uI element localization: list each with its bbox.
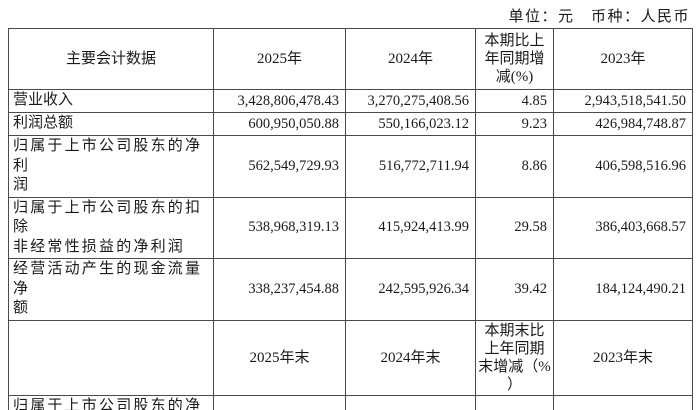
- value-2024: 3,353,958,980.29: [345, 394, 476, 410]
- row-net-assets-attributable: 归属于上市公司股东的净资 产 4,186,318,066.53 3,353,95…: [8, 394, 693, 410]
- row-label: 归属于上市公司股东的净资 产: [8, 394, 214, 410]
- header-2025: 2025年: [213, 28, 346, 90]
- value-2023: 2,943,518,541.50: [553, 89, 693, 113]
- value-change-pct: 9.23: [475, 112, 554, 136]
- value-change-pct: 4.85: [475, 89, 554, 113]
- row-operating-revenue: 营业收入 3,428,806,478.43 3,270,275,408.56 4…: [8, 89, 693, 113]
- value-2023: 406,598,516.96: [553, 135, 693, 198]
- row-net-operating-cash-flow: 经营活动产生的现金流量净 额 338,237,454.88 242,595,92…: [8, 258, 693, 321]
- header-2024-yearend: 2024年末: [345, 319, 476, 396]
- unit-currency-note: 单位：元 币种：人民币: [508, 9, 690, 25]
- value-2025: 4,186,318,066.53: [213, 394, 346, 410]
- row-label: 营业收入: [8, 89, 214, 113]
- value-2025: 3,428,806,478.43: [213, 89, 346, 113]
- section2-header-row: 2025年末 2024年末 本期末比 上年同期 末增减（% ） 2023年末: [8, 319, 693, 396]
- header-2023: 2023年: [553, 28, 693, 90]
- value-2025: 562,549,729.93: [213, 135, 346, 198]
- value-change-pct: 39.42: [475, 258, 554, 321]
- section1-header-row: 主要会计数据 2025年 2024年 本期比上 年同期增 减(%) 2023年: [8, 28, 693, 90]
- row-net-profit-attributable: 归属于上市公司股东的净利 润 562,549,729.93 516,772,71…: [8, 135, 693, 198]
- value-2024: 242,595,926.34: [345, 258, 476, 321]
- header-yearend-change-pct: 本期末比 上年同期 末增减（% ）: [475, 319, 554, 396]
- header-blank: [8, 319, 214, 396]
- header-2024: 2024年: [345, 28, 476, 90]
- value-2025: 338,237,454.88: [213, 258, 346, 321]
- value-2024: 550,166,023.12: [345, 112, 476, 136]
- value-2023: 386,403,668.57: [553, 196, 693, 259]
- row-label: 经营活动产生的现金流量净 额: [8, 258, 214, 321]
- row-total-profit: 利润总额 600,950,050.88 550,166,023.12 9.23 …: [8, 112, 693, 136]
- value-2025: 538,968,319.13: [213, 196, 346, 259]
- value-change-pct: 24.82: [475, 394, 554, 410]
- row-label: 利润总额: [8, 112, 214, 136]
- value-2024: 516,772,711.94: [345, 135, 476, 198]
- value-2024: 3,270,275,408.56: [345, 89, 476, 113]
- header-2023-yearend: 2023年末: [553, 319, 693, 396]
- row-net-profit-excl-nonrecurring: 归属于上市公司股东的扣除 非经常性损益的净利润 538,968,319.13 4…: [8, 196, 693, 259]
- value-2023: 426,984,748.87: [553, 112, 693, 136]
- header-2025-yearend: 2025年末: [213, 319, 346, 396]
- value-change-pct: 29.58: [475, 196, 554, 259]
- value-2023: 184,124,490.21: [553, 258, 693, 321]
- key-accounting-data-table: 主要会计数据 2025年 2024年 本期比上 年同期增 减(%) 2023年 …: [8, 28, 693, 410]
- value-2024: 415,924,413.99: [345, 196, 476, 259]
- value-2023: 3,407,989,794.93: [553, 394, 693, 410]
- row-label: 归属于上市公司股东的净利 润: [8, 135, 214, 198]
- row-label: 归属于上市公司股东的扣除 非经常性损益的净利润: [8, 196, 214, 259]
- header-main-indicators: 主要会计数据: [8, 28, 214, 90]
- value-2025: 600,950,050.88: [213, 112, 346, 136]
- header-yoy-change-pct: 本期比上 年同期增 减(%): [475, 28, 554, 90]
- value-change-pct: 8.86: [475, 135, 554, 198]
